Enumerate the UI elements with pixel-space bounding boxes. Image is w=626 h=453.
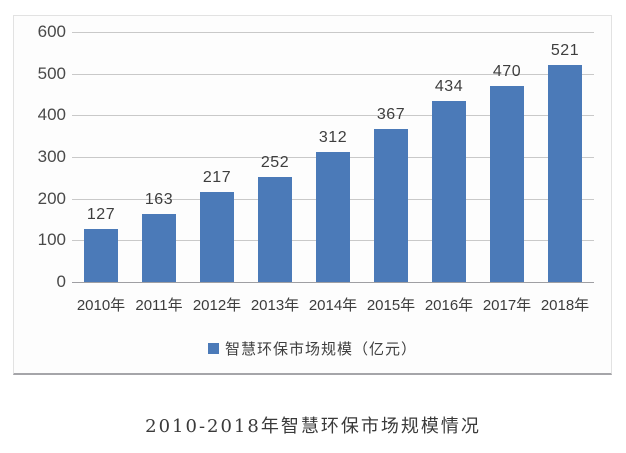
bar <box>316 152 350 282</box>
gridline <box>72 115 594 117</box>
x-tick-label: 2012年 <box>192 297 242 314</box>
y-tick-label: 400 <box>37 105 66 125</box>
y-tick-label: 200 <box>37 188 66 208</box>
bar <box>432 101 466 282</box>
y-tick-label: 0 <box>56 272 66 291</box>
x-tick-label: 2013年 <box>250 297 300 314</box>
x-tick-label: 2015年 <box>366 297 416 314</box>
legend-label: 智慧环保市场规模（亿元） <box>224 341 417 358</box>
plot-area: 127 163 217 252 312 367 434 470 521 <box>72 32 594 283</box>
bar <box>490 86 524 282</box>
legend-square-icon <box>207 343 219 354</box>
value-label: 217 <box>202 168 232 186</box>
y-tick-label: 100 <box>37 230 66 250</box>
gridline <box>72 32 594 33</box>
x-axis: 2010年 2011年 2012年 2013年 2014年 2015年 2016年 2017年… <box>14 16 611 373</box>
value-label: 252 <box>260 154 290 171</box>
bar <box>200 191 234 282</box>
chart-panel: 0 100 200 300 400 500 600 127 163 217 252 312 367 43… <box>13 15 612 375</box>
value-label: 163 <box>144 191 174 209</box>
gridline <box>72 73 594 75</box>
chart-caption: 2010-2018年智慧环保市场规模情况 <box>145 416 481 437</box>
value-label: 434 <box>434 78 464 96</box>
legend: 智慧环保市场规模（亿元） <box>14 338 611 359</box>
bar <box>374 129 408 282</box>
x-tick-label: 2018年 <box>540 297 590 314</box>
value-label: 470 <box>492 63 522 81</box>
value-label: 521 <box>550 41 580 59</box>
y-tick-label: 300 <box>37 147 66 166</box>
x-tick-label: 2010年 <box>76 297 126 314</box>
value-label: 367 <box>376 106 406 124</box>
value-label: 127 <box>86 206 116 224</box>
bar <box>548 64 582 282</box>
y-tick-label: 600 <box>37 22 66 41</box>
bar <box>84 229 118 282</box>
bar <box>258 177 292 282</box>
y-axis: 0 100 200 300 400 500 600 <box>14 16 66 373</box>
x-tick-label: 2017年 <box>482 297 532 314</box>
value-label: 312 <box>318 129 348 146</box>
x-tick-label: 2016年 <box>424 297 474 314</box>
y-tick-label: 500 <box>37 63 66 83</box>
x-axis-baseline <box>72 282 594 283</box>
x-tick-label: 2014年 <box>308 297 358 314</box>
bar <box>142 214 176 282</box>
x-tick-label: 2011年 <box>135 297 183 314</box>
